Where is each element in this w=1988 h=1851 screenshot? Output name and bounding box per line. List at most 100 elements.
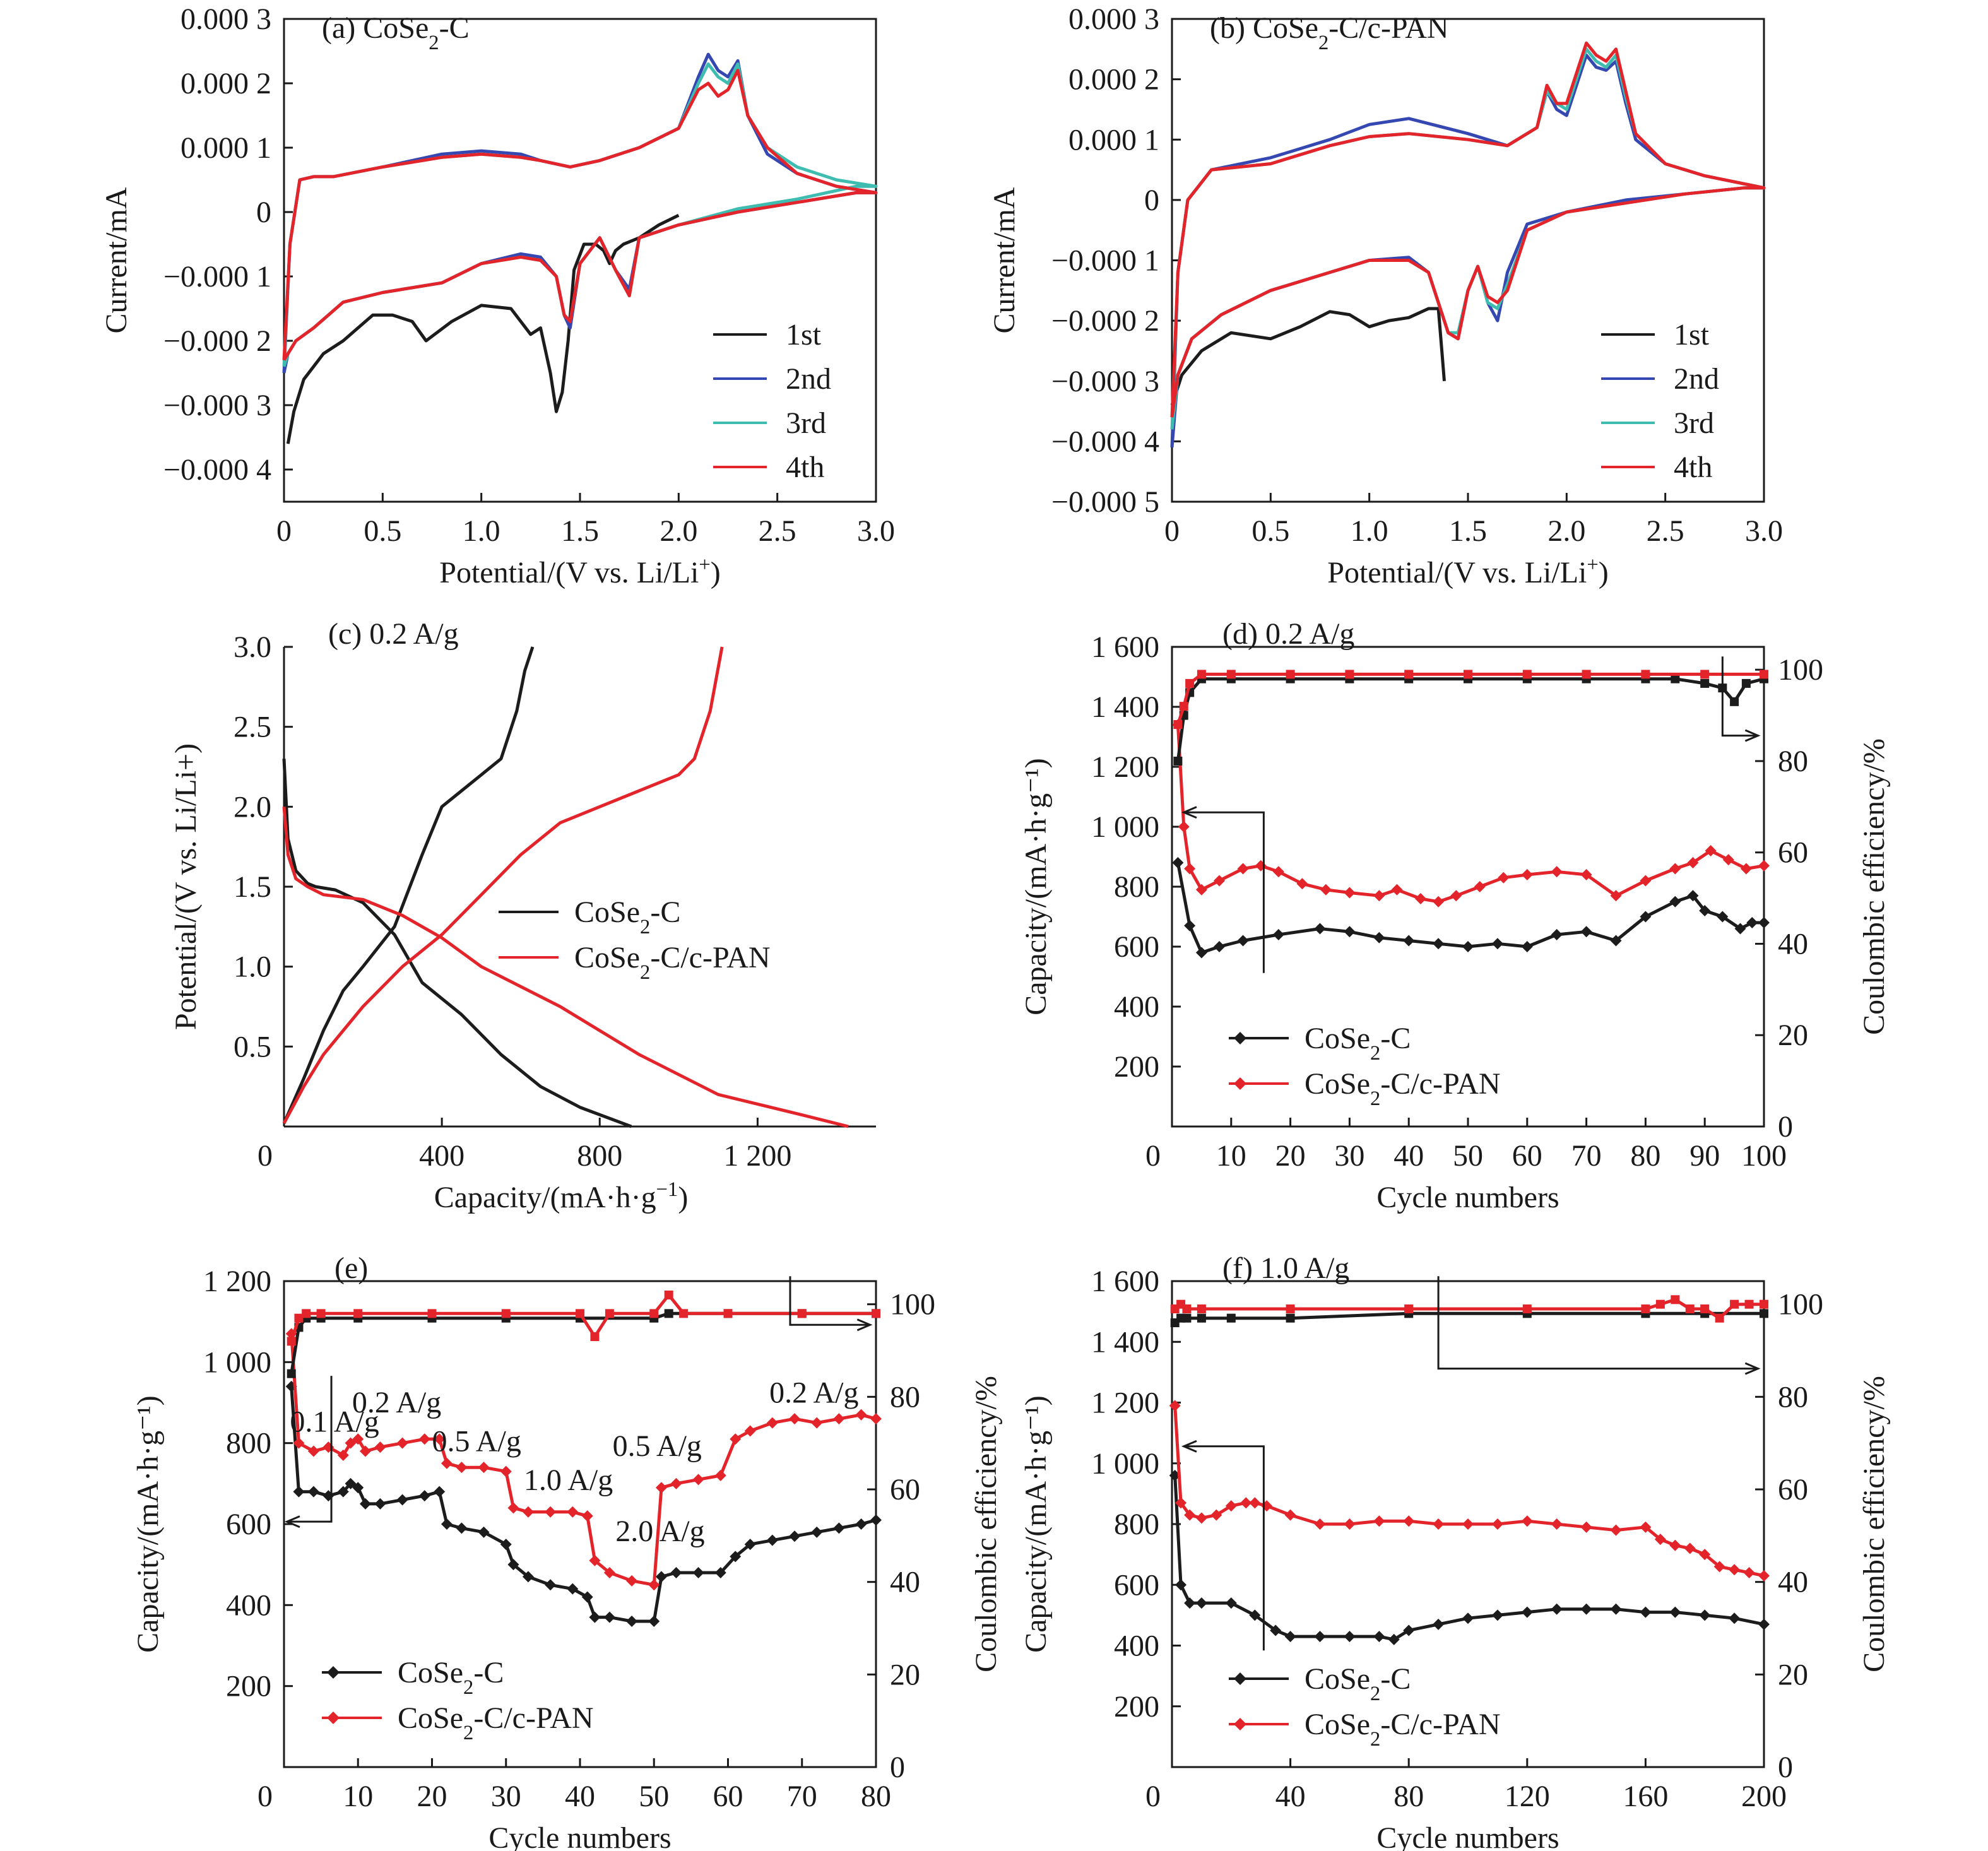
ce-arrow-head [1744,729,1761,742]
marker-CoSe2-C capacity [1610,935,1622,947]
x-tick-label: 0 [1145,1780,1161,1813]
marker-CoSe2-C/c-PAN CE [1404,1304,1414,1313]
y-tick-label: 800 [1114,870,1159,904]
marker-CoSe2-C capacity [648,1616,660,1627]
marker-CoSe2-C/c-PAN capacity [441,1457,453,1469]
marker-CoSe2-C capacity [434,1486,446,1498]
x-tick-label: 2.5 [759,514,796,548]
marker-CoSe2-C capacity [478,1526,490,1538]
y2-tick-label: 20 [890,1658,920,1691]
y2-tick-label: 0 [890,1751,905,1784]
y-tick-label: 200 [1114,1050,1159,1084]
legend-label: 3rd [786,406,826,440]
marker-CoSe2-C/c-PAN capacity [714,1470,726,1481]
marker-CoSe2-C capacity [293,1486,305,1498]
marker-CoSe2-C capacity [1184,920,1196,931]
marker-CoSe2-C/c-PAN capacity [1758,860,1770,872]
marker-CoSe2-C capacity [337,1486,349,1498]
marker-CoSe2-C capacity [1433,1618,1445,1630]
y-tick-label: 0.000 3 [1068,3,1159,36]
marker-CoSe2-C/c-PAN capacity [626,1575,638,1587]
marker-CoSe2-C/c-PAN capacity [1580,869,1592,880]
y-tick-label: 2.0 [234,790,271,824]
marker-CoSe2-C CE [1286,1313,1295,1323]
series-1st [1170,307,1446,406]
legend-marker [327,1712,340,1724]
legend-label: CoSe2-C/c-PAN [398,1701,594,1744]
x-tick-label: 0 [276,514,292,548]
panel-title: (e) [334,1251,368,1285]
legend-label: 4th [786,451,824,484]
marker-CoSe2-C/c-PAN CE [1286,1304,1295,1313]
marker-CoSe2-C/c-PAN CE [427,1309,437,1318]
capacity-arrow [1183,1445,1265,1651]
panel-a: 0 0.5 1.0 1.5 2.0 2.5 3.0 0.000 3 0.000 2 0.000 1… [100,3,895,589]
marker-CoSe2-C capacity [1388,1633,1400,1645]
marker-CoSe2-C capacity [730,1551,742,1563]
y-axis-label: Current/mA [100,187,133,333]
marker-CoSe2-C capacity [1433,938,1445,950]
y2-tick-label: 80 [1778,745,1808,778]
marker-CoSe2-C/c-PAN capacity [1433,1518,1445,1530]
y-tick-label: 0.000 1 [1068,123,1159,157]
marker-CoSe2-C capacity [1699,1609,1711,1621]
marker-CoSe2-C/c-PAN CE [1700,670,1710,679]
x-tick-label: 40 [565,1780,595,1813]
marker-CoSe2-C/c-PAN CE [1641,1304,1650,1313]
y-tick-label: 0.000 2 [1068,63,1159,97]
marker-CoSe2-C capacity [1284,1631,1296,1643]
panel-title: (d) 0.2 A/g [1222,617,1354,651]
marker-CoSe2-C/c-PAN CE [1173,720,1183,730]
y-axis-label: Capacity/(mA·h·g⁻¹) [1019,1395,1053,1653]
marker-CoSe2-C capacity [1758,1618,1770,1630]
marker-CoSe2-C capacity [1184,1597,1196,1609]
y-tick-label: 400 [1114,990,1159,1024]
marker-CoSe2-C/c-PAN capacity [1740,863,1752,875]
marker-CoSe2-C/c-PAN CE [1197,670,1206,679]
marker-CoSe2-C/c-PAN capacity [692,1474,704,1486]
y-tick-label: −0.000 5 [1051,485,1159,519]
marker-CoSe2-C/c-PAN capacity [1474,881,1486,892]
y-tick-label: 3.0 [234,630,271,664]
y-axis-label: Capacity/(mA·h·g⁻¹) [131,1395,165,1653]
marker-CoSe2-C capacity [1610,1603,1622,1615]
marker-CoSe2-C/c-PAN CE [1522,670,1532,679]
marker-CoSe2-C capacity [507,1559,519,1571]
marker-CoSe2-C/c-PAN capacity [352,1433,364,1445]
y-tick-label: −0.000 4 [163,453,271,487]
y-tick-label: 1 600 [1091,630,1159,664]
marker-CoSe2-C/c-PAN capacity [1705,845,1717,856]
x-tick-label: 0 [257,1780,273,1813]
marker-CoSe2-C/c-PAN capacity [855,1409,867,1421]
marker-CoSe2-C/c-PAN capacity [1462,1518,1474,1530]
marker-CoSe2-C/c-PAN CE [1685,1304,1695,1313]
y-tick-label: 1 200 [1091,750,1159,784]
marker-CoSe2-C capacity [1270,1624,1282,1636]
marker-CoSe2-C/c-PAN capacity [1261,1500,1273,1512]
series-CoSe2-C capacity [1176,862,1764,954]
x-tick-label: 40 [1275,1780,1306,1813]
marker-CoSe2-C capacity [1551,1603,1563,1615]
marker-CoSe2-C/c-PAN CE [1730,1299,1739,1309]
x-tick-label: 0 [1164,514,1180,548]
legend-label: 1st [1674,318,1710,352]
marker-CoSe2-C capacity [345,1477,357,1489]
y-axis-label: Potential/(V vs. Li/Li+) [169,743,203,1030]
x-tick-label: 0.5 [364,514,401,548]
y-tick-label: −0.000 2 [1051,304,1159,338]
marker-CoSe2-C capacity [714,1567,726,1578]
legend-marker [1234,1077,1246,1090]
marker-CoSe2-C capacity [359,1498,371,1510]
marker-CoSe2-C/c-PAN capacity [589,1554,601,1566]
marker-CoSe2-C/c-PAN capacity [567,1506,579,1518]
x-tick-label: 1 200 [723,1139,791,1173]
x-tick-label: 10 [343,1780,373,1813]
marker-CoSe2-C/c-PAN CE [1286,670,1295,679]
marker-CoSe2-C/c-PAN capacity [337,1449,349,1461]
marker-CoSe2-C/c-PAN CE [1582,670,1591,679]
marker-CoSe2-C capacity [1717,911,1729,923]
marker-CoSe2-C capacity [655,1571,667,1583]
marker-CoSe2-C capacity [1314,1631,1326,1643]
marker-CoSe2-C/c-PAN capacity [396,1437,408,1449]
